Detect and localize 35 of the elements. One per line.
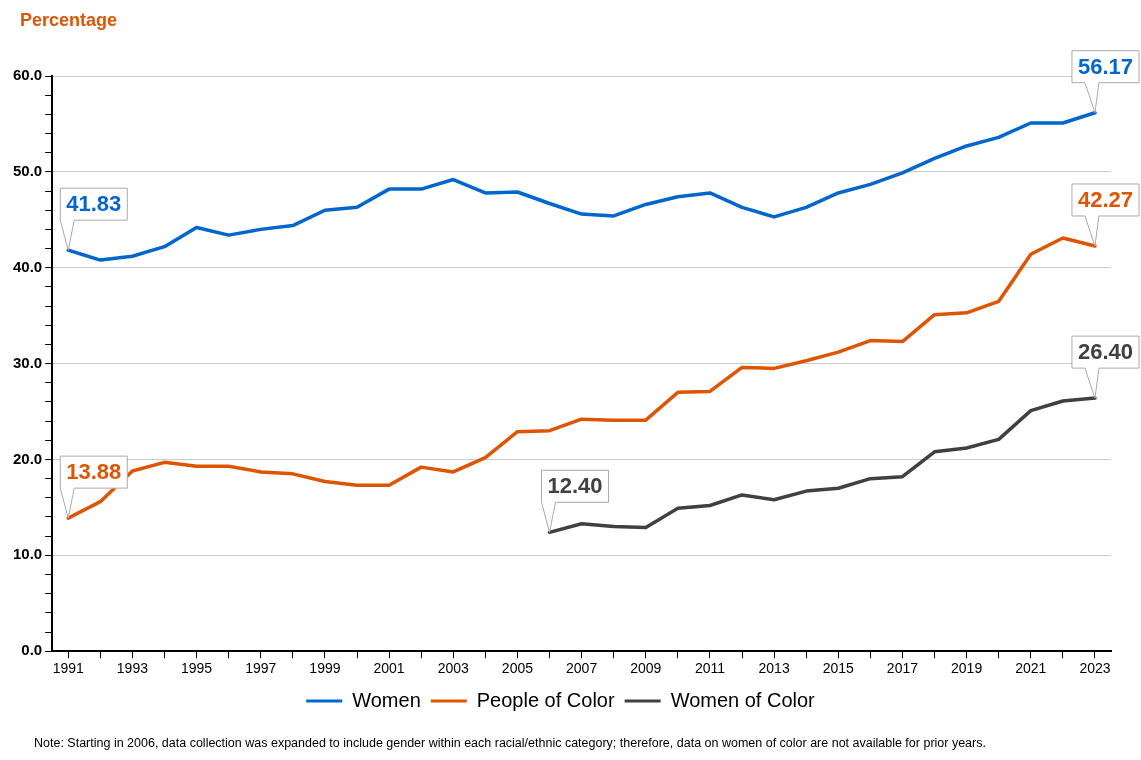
legend-label: People of Color <box>476 688 615 711</box>
y-tick-label: 0.0 <box>21 641 43 659</box>
y-tick-label: 60.0 <box>12 66 43 84</box>
data-label: 41.83 <box>66 191 122 217</box>
data-label: 13.88 <box>66 459 122 485</box>
x-tick-label: 2017 <box>886 660 919 677</box>
y-tick-label: 40.0 <box>12 257 43 275</box>
x-tick-label: 2019 <box>951 660 983 677</box>
y-tick-label: 50.0 <box>12 162 43 180</box>
x-tick-label: 2005 <box>501 660 534 677</box>
x-tick-label: 2015 <box>822 660 855 677</box>
x-tick-label: 2007 <box>566 660 598 677</box>
data-label: 26.40 <box>1077 339 1134 365</box>
data-label: 56.17 <box>1077 53 1134 79</box>
x-tick-label: 2003 <box>437 660 470 677</box>
x-tick-label: 1991 <box>52 660 85 677</box>
x-tick-label: 1997 <box>245 660 277 677</box>
x-tick-label: 2023 <box>1079 660 1111 677</box>
x-tick-label: 1995 <box>181 660 213 677</box>
x-tick-label: 1993 <box>116 660 149 677</box>
data-label: 42.27 <box>1077 187 1134 213</box>
x-tick-label: 1999 <box>309 660 341 677</box>
text: Note: Starting in 2006, data collection was expanded to include gender within each racial/ethnic category; therefore, data on women of color are not available for prior years. <box>34 736 986 750</box>
y-tick-label: 20.0 <box>12 449 43 467</box>
x-tick-label: 2021 <box>1015 660 1047 677</box>
x-tick-label: 2011 <box>694 660 726 677</box>
y-tick-label: 10.0 <box>12 545 43 563</box>
x-tick-label: 2013 <box>758 660 790 677</box>
legend-label: Women of Color <box>670 688 816 711</box>
x-tick-label: 2001 <box>373 660 405 677</box>
data-label: 12.40 <box>547 473 603 499</box>
y-tick-label: 30.0 <box>12 353 43 371</box>
x-tick-label: 2009 <box>630 660 662 677</box>
y-axis-title: Percentage <box>20 10 118 31</box>
legend-label: Women <box>352 688 421 711</box>
